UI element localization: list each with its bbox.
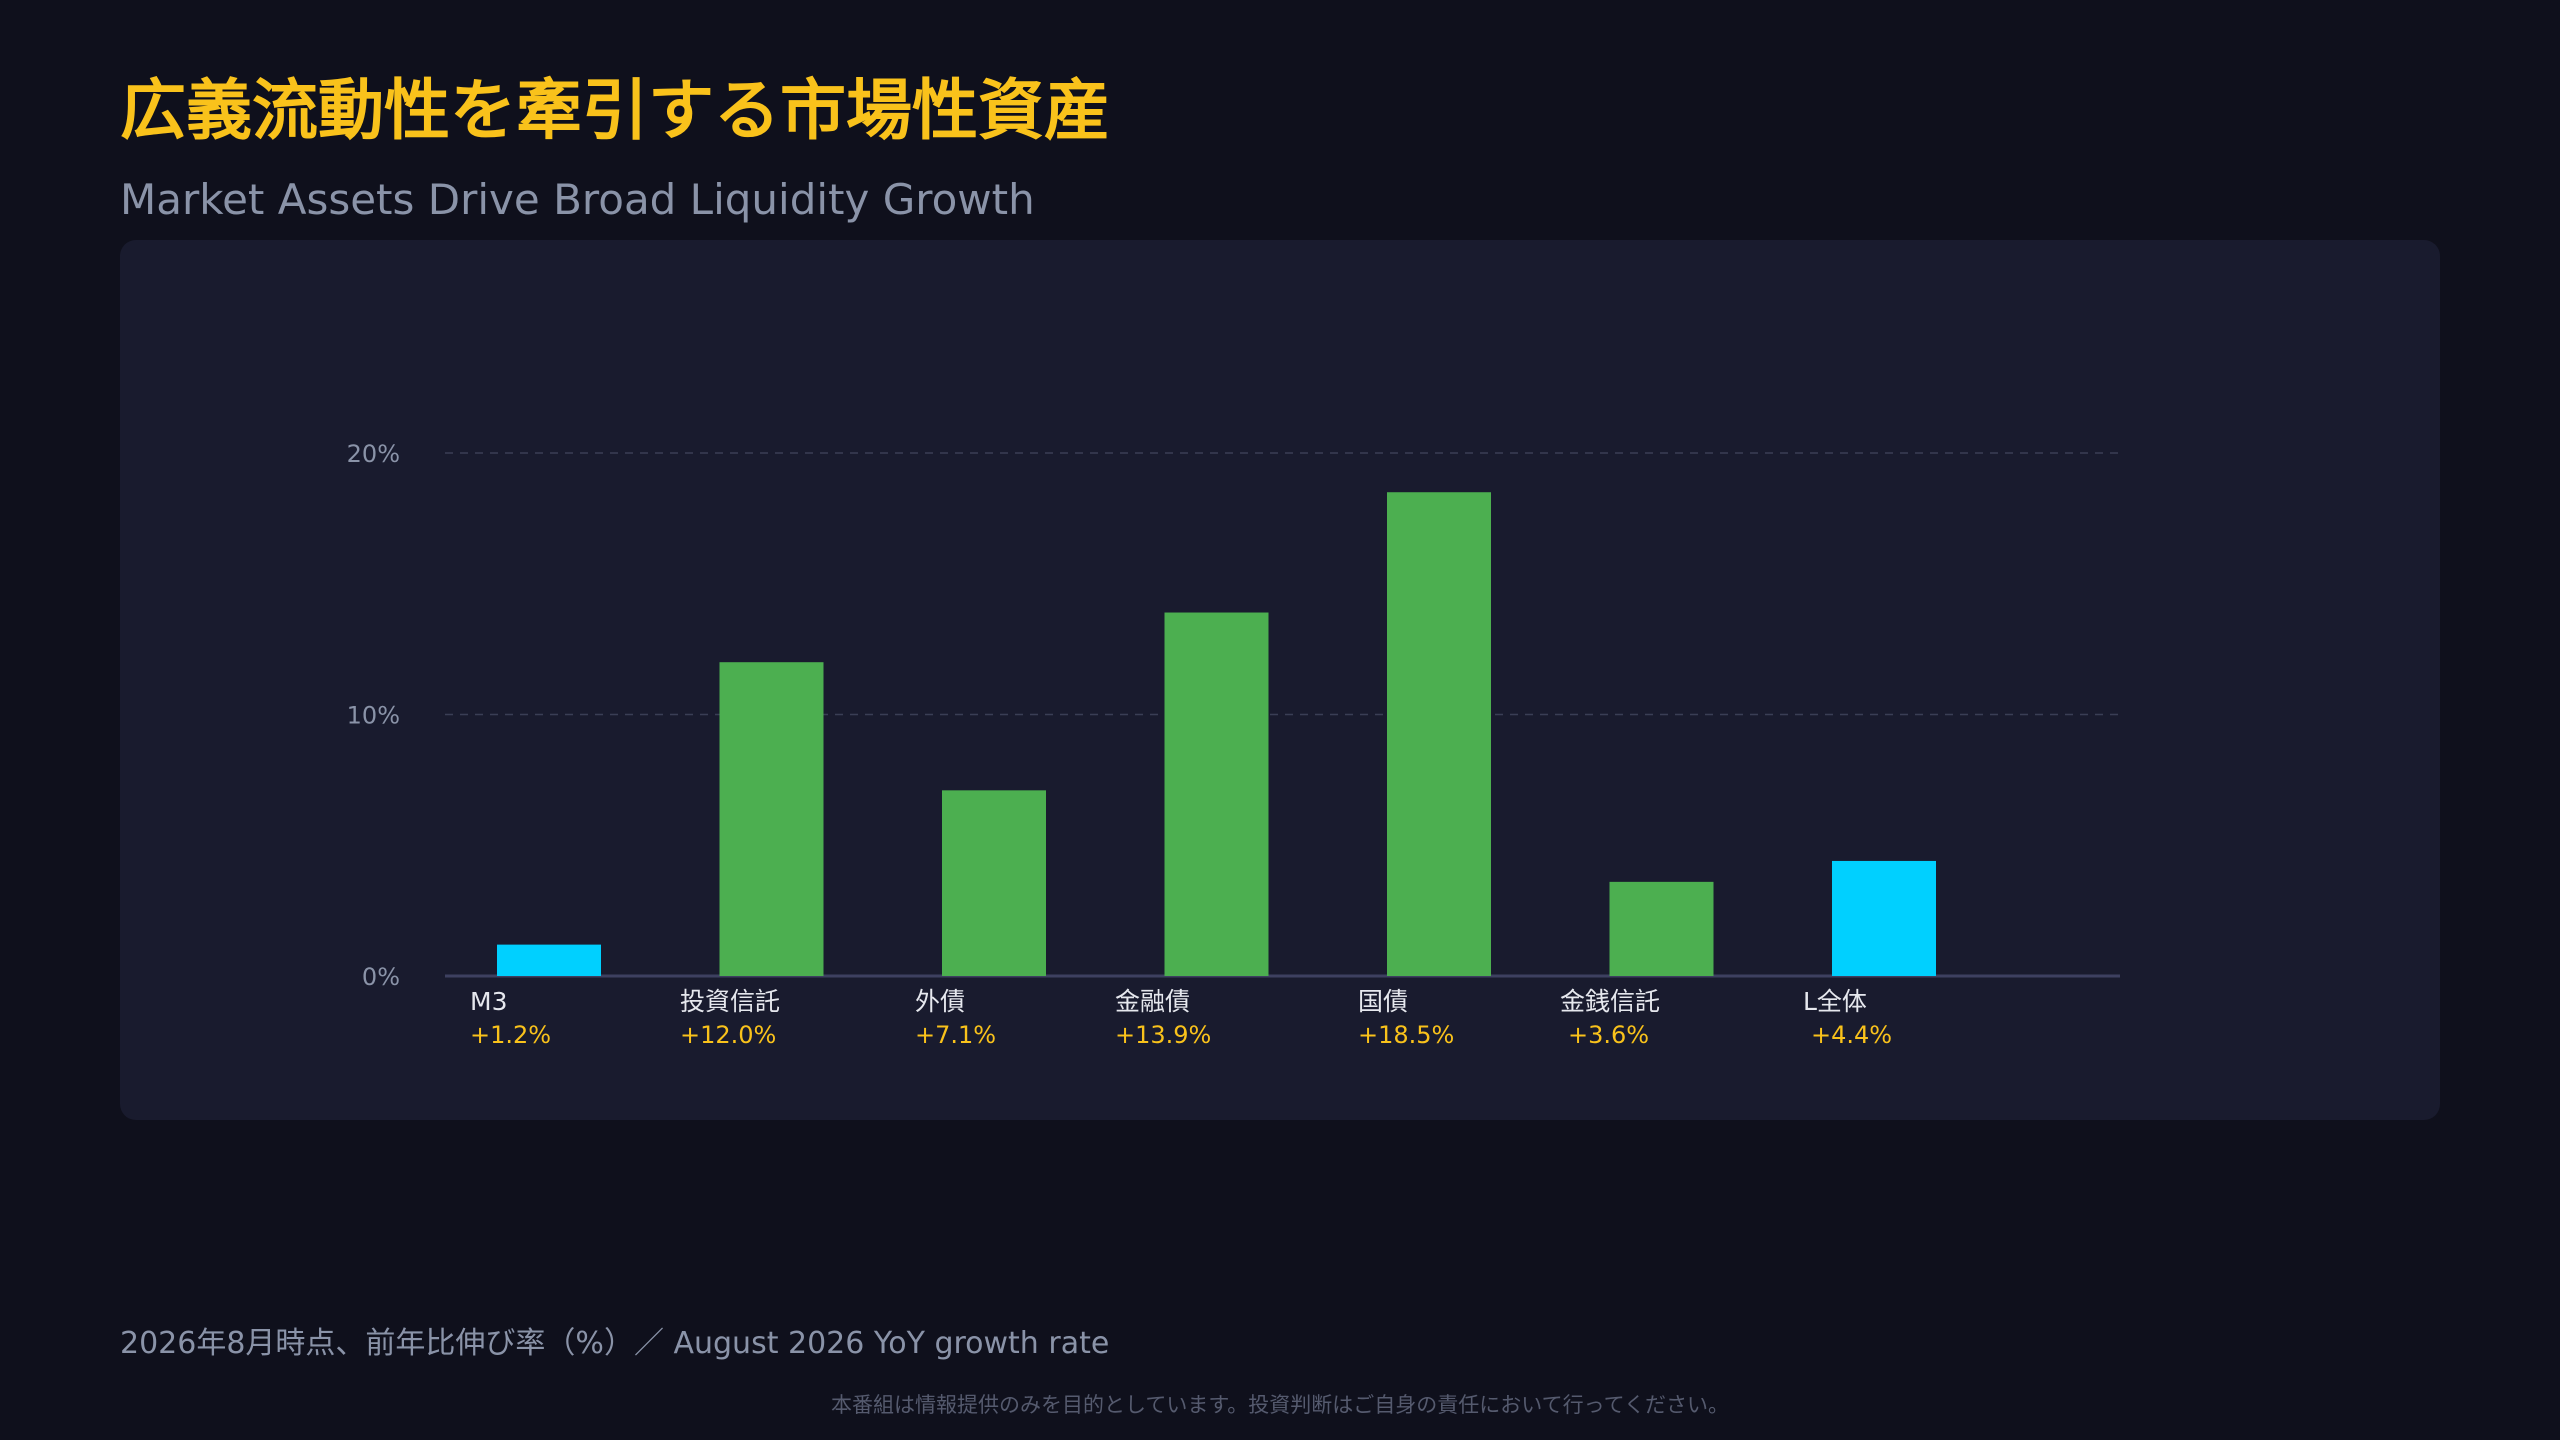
bar-7 — [1832, 860, 1936, 976]
value-label: +12.0% — [680, 1021, 776, 1049]
value-label: +18.5% — [1358, 1021, 1454, 1049]
category-label: 金銭信託 — [1560, 987, 1660, 1016]
data-note: 2026年8月時点、前年比伸び率（%）／ August 2026 YoY gro… — [120, 1326, 1110, 1361]
value-label: +13.9% — [1115, 1021, 1211, 1049]
bar-2 — [719, 662, 824, 976]
y-tick-label: 0% — [362, 963, 400, 991]
value-label: +7.1% — [915, 1021, 996, 1049]
value-label: +1.2% — [470, 1021, 551, 1049]
y-tick-label: 10% — [347, 702, 400, 730]
bar-1 — [497, 944, 601, 976]
page-subtitle: Market Assets Drive Broad Liquidity Grow… — [120, 175, 1035, 224]
disclaimer-text: 本番組は情報提供のみを目的としています。投資判断はご自身の責任において行ってくだ… — [831, 1393, 1729, 1417]
category-label: L全体 — [1803, 987, 1867, 1016]
category-label: 国債 — [1358, 987, 1408, 1016]
value-label: +4.4% — [1811, 1021, 1892, 1049]
bar-3 — [942, 790, 1046, 976]
bar-4 — [1164, 612, 1269, 976]
chart-panel: 0% 10% 20% M3 +1.2% 投資信託 +12.0% 外債 +7.1% 金融債 +13.9… — [120, 240, 2440, 1120]
value-label: +3.6% — [1568, 1021, 1649, 1049]
bar-5 — [1387, 492, 1491, 976]
category-label: 金融債 — [1115, 987, 1190, 1016]
page-title: 広義流動性を牽引する市場性資産 — [120, 72, 1110, 149]
category-label: 投資信託 — [680, 987, 780, 1016]
y-tick-label: 20% — [347, 440, 400, 468]
category-label: M3 — [470, 987, 507, 1016]
category-label: 外債 — [915, 987, 965, 1016]
bar-chart: 0% 10% 20% M3 +1.2% 投資信託 +12.0% 外債 +7.1% 金融債 +13.9… — [347, 440, 2120, 1049]
bar-6 — [1609, 881, 1714, 976]
